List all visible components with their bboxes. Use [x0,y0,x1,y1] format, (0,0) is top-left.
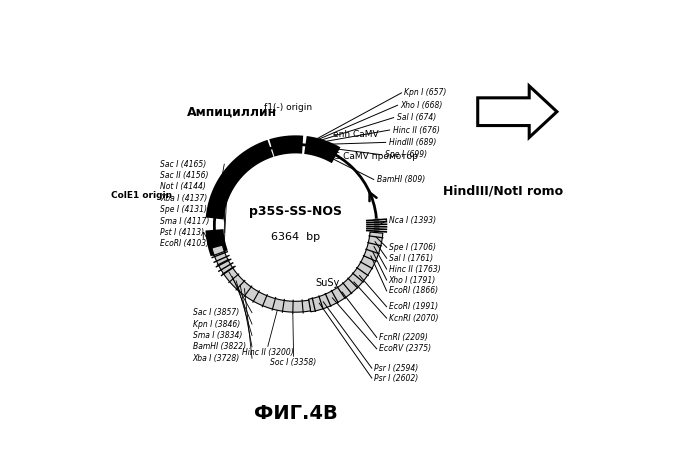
Text: Sma I (4117): Sma I (4117) [160,217,209,225]
Text: Ампициллин: Ампициллин [187,105,276,118]
Text: FcnRI (2209): FcnRI (2209) [379,333,428,342]
Text: 6364  bp: 6364 bp [271,232,320,242]
Text: Spe I (4131): Spe I (4131) [160,205,207,214]
Text: Xho I (1791): Xho I (1791) [389,276,436,284]
Text: 35S CaMV промотор: 35S CaMV промотор [323,152,418,161]
Text: Sma I (3834): Sma I (3834) [193,331,242,340]
Text: NOS: NOS [202,232,221,241]
Text: Sac I (3857): Sac I (3857) [193,308,239,317]
Text: Sac II (4156): Sac II (4156) [160,171,209,180]
Text: enh CaMV: enh CaMV [333,130,379,139]
Text: Kpn I (657): Kpn I (657) [405,89,447,97]
Text: KcnRI (2070): KcnRI (2070) [389,313,438,323]
Text: Spe I (699): Spe I (699) [385,150,427,159]
Text: Soc I (3358): Soc I (3358) [270,358,316,367]
Text: Xba I (3728): Xba I (3728) [193,354,240,363]
Text: Sal I (674): Sal I (674) [396,113,436,122]
Text: Sal I (1761): Sal I (1761) [389,254,433,263]
Text: HindIII/NotI romo: HindIII/NotI romo [443,184,564,197]
Text: BamHI (3822): BamHI (3822) [193,343,246,351]
Text: Hinc II (1763): Hinc II (1763) [389,265,440,274]
Text: Kpn I (3846): Kpn I (3846) [193,319,240,329]
Text: SuSy: SuSy [315,278,340,288]
Text: Hinc II (3200): Hinc II (3200) [242,349,294,357]
Text: f1(-) origin: f1(-) origin [264,103,312,112]
Text: p35S-SS-NOS: p35S-SS-NOS [249,205,342,218]
Text: Nca I (1393): Nca I (1393) [389,216,435,225]
Text: Spe I (1706): Spe I (1706) [389,243,435,252]
Text: Pst I (4113): Pst I (4113) [160,228,204,237]
Text: BamHI (809): BamHI (809) [377,175,425,184]
Text: EcoRV (2375): EcoRV (2375) [379,344,430,353]
Text: EcoRI (4103): EcoRI (4103) [160,239,209,248]
Polygon shape [477,86,557,137]
Text: EcoRI (1866): EcoRI (1866) [389,286,438,296]
Text: Hinc II (676): Hinc II (676) [393,125,440,135]
Text: Xba I (4137): Xba I (4137) [160,194,207,203]
Text: Psr I (2602): Psr I (2602) [374,373,418,383]
Text: Sac I (4165): Sac I (4165) [160,160,206,169]
Text: Psr I (2594): Psr I (2594) [374,364,418,372]
Polygon shape [212,245,311,312]
Text: EcoRI (1991): EcoRI (1991) [389,302,438,311]
Text: Xho I (668): Xho I (668) [400,101,443,110]
Polygon shape [309,232,383,312]
Text: ФИГ.4В: ФИГ.4В [253,404,337,423]
Text: ColE1 origin: ColE1 origin [111,191,172,201]
Text: Not I (4144): Not I (4144) [160,183,206,191]
Text: HindIII (689): HindIII (689) [389,138,436,147]
